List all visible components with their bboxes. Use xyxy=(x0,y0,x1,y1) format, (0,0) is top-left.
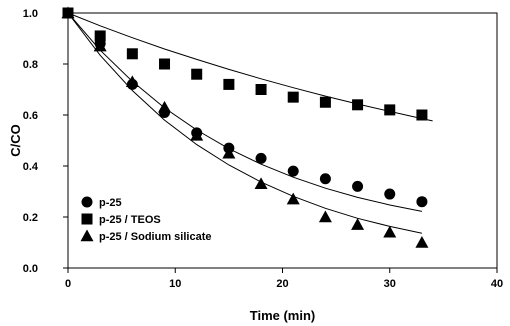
data-point-circle xyxy=(416,196,428,208)
tick-labels: 0 10 20 30 40 0.0 0.2 0.4 0.6 0.8 1.0 xyxy=(23,8,503,290)
y-tick-label: 0.4 xyxy=(23,161,39,173)
x-tick-label: 30 xyxy=(384,278,396,290)
y-axis-title: C/CO xyxy=(8,124,23,157)
legend-label: p-25 xyxy=(99,197,122,209)
legend-item: p-25 / TEOS xyxy=(81,213,161,226)
data-point-square xyxy=(416,109,428,121)
legend-marker-square xyxy=(81,213,93,225)
legend-label: p-25 / Sodium silicate xyxy=(99,231,211,243)
x-tick-label: 40 xyxy=(491,278,503,290)
legend-item: p-25 / Sodium silicate xyxy=(80,229,211,243)
data-point-triangle xyxy=(351,218,365,230)
fit-curve-1 xyxy=(67,12,422,212)
legend: p-25 p-25 / TEOS p-25 / Sodium silicate xyxy=(80,196,211,243)
data-point-square xyxy=(159,58,171,70)
data-point-circle xyxy=(352,180,364,192)
x-axis-title: Time (min) xyxy=(250,308,316,323)
data-point-square xyxy=(223,78,235,90)
data-point-square xyxy=(287,91,299,103)
data-point-triangle xyxy=(222,146,236,159)
data-point-circle xyxy=(319,173,331,185)
data-point-triangle xyxy=(318,210,332,223)
data-point-circle xyxy=(255,152,267,164)
data-point-triangle xyxy=(125,75,139,88)
fit-curve-2 xyxy=(67,12,433,122)
x-tick-label: 20 xyxy=(276,278,288,290)
y-tick-label: 0.0 xyxy=(23,263,38,275)
y-tick-label: 1.0 xyxy=(23,8,38,20)
data-point-triangle xyxy=(383,225,397,238)
x-tick-label: 0 xyxy=(65,278,71,290)
data-point-square xyxy=(255,84,267,95)
y-tick-label: 0.6 xyxy=(23,110,38,122)
x-tick-label: 10 xyxy=(169,278,181,290)
data-point-triangle xyxy=(158,100,172,113)
data-point-triangle xyxy=(415,236,429,248)
legend-marker-circle xyxy=(81,196,93,208)
data-point-square xyxy=(191,68,203,80)
data-point-square xyxy=(319,96,331,108)
legend-marker-triangle xyxy=(80,229,94,242)
fit-curves xyxy=(67,12,433,234)
data-point-square xyxy=(352,99,364,111)
axes xyxy=(63,12,498,273)
data-point-square xyxy=(384,104,396,116)
data-point-square xyxy=(126,48,138,60)
data-point-triangle xyxy=(93,39,107,52)
data-point-triangle xyxy=(61,6,75,19)
y-tick-label: 0.8 xyxy=(23,59,38,71)
legend-item: p-25 xyxy=(81,196,122,209)
data-points xyxy=(61,6,429,248)
data-point-circle xyxy=(384,188,396,200)
y-tick-label: 0.2 xyxy=(23,212,38,224)
data-point-triangle xyxy=(254,177,268,190)
data-point-circle xyxy=(287,165,299,177)
data-point-triangle xyxy=(190,128,204,141)
legend-label: p-25 / TEOS xyxy=(99,214,161,226)
data-point-square xyxy=(94,30,106,42)
data-point-triangle xyxy=(286,192,300,205)
